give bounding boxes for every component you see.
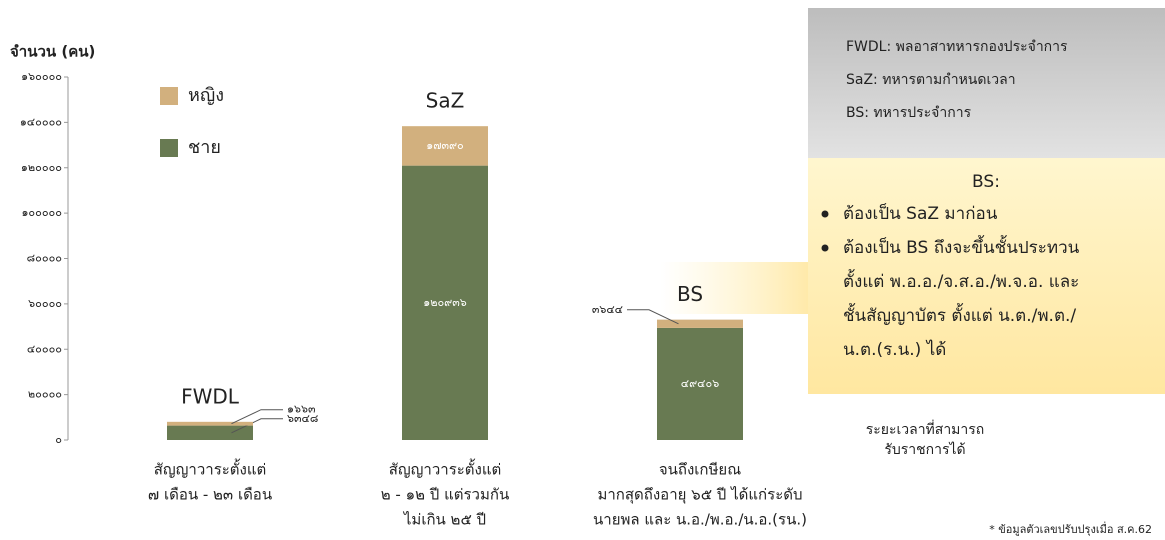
y-axis-label: จำนวน (คน) <box>10 43 95 61</box>
legend-label: ชาย <box>188 137 221 158</box>
value-label: ๑๒๐๙๓๖ <box>423 296 467 309</box>
bullet <box>821 210 829 218</box>
bar-segment <box>657 319 743 328</box>
bar-segment <box>657 327 743 440</box>
bar-segment <box>402 165 488 440</box>
value-label: ๑๗๓๙๐ <box>426 139 464 152</box>
x-tick-label: นายพล และ น.อ./พ.อ./น.อ.(รน.) <box>593 511 807 529</box>
y-tick-label: ๑๐๐๐๐๐ <box>21 206 62 219</box>
bar-name: BS <box>677 282 703 306</box>
definition: SaZ: ทหารตามกำหนดเวลา <box>846 72 1016 88</box>
note-box <box>808 158 1165 394</box>
note-text: ตั้งแต่ พ.อ.อ./จ.ส.อ./พ.จ.อ. และ <box>843 269 1079 292</box>
y-tick-label: ๖๐๐๐๐ <box>28 297 62 310</box>
y-tick-label: ๔๐๐๐๐ <box>27 342 62 355</box>
x-tick-label: ๒ - ๑๒ ปี แต่รวมกัน <box>381 486 509 504</box>
y-tick-label: ๑๒๐๐๐๐ <box>21 161 62 174</box>
bar-segment <box>167 421 253 426</box>
legend-label: หญิง <box>188 85 224 106</box>
definition-box <box>808 8 1165 158</box>
value-label: ๖๓๔๘ <box>287 412 318 425</box>
x-tick-label: ๗ เดือน - ๒๓ เดือน <box>148 486 272 504</box>
x-tick-label: สัญญาวาระตั้งแต่ <box>154 459 267 479</box>
y-tick-label: ๘๐๐๐๐ <box>27 252 62 265</box>
note-title: BS: <box>972 172 1000 192</box>
value-label: ๓๖๔๔ <box>592 303 623 316</box>
note-text: น.ต.(ร.น.) ได้ <box>843 339 946 360</box>
y-tick-label: ๐ <box>55 433 62 446</box>
bullet <box>821 244 829 252</box>
x-tick-label: ไม่เกิน ๒๕ ปี <box>403 511 486 529</box>
note-text: ต้องเป็น BS ถึงจะขึ้นชั้นประทวน <box>843 235 1080 258</box>
definition: BS: ทหารประจำการ <box>846 105 972 121</box>
bar-name: SaZ <box>426 89 465 113</box>
legend-swatch <box>160 87 178 105</box>
callout-band <box>660 262 810 314</box>
note-text: ชั้นสัญญาบัตร ตั้งแต่ น.ต./พ.ต./ <box>843 303 1076 326</box>
note-text: ต้องเป็น SaZ มาก่อน <box>843 202 998 224</box>
bar-name: FWDL <box>181 384 240 408</box>
value-label: ๔๙๔๐๖ <box>681 377 719 390</box>
leader-line <box>627 309 679 325</box>
y-tick-label: ๑๔๐๐๐๐ <box>20 115 62 128</box>
bar-segment <box>402 126 488 166</box>
footnote: * ข้อมูลตัวเลขปรับปรุงเมื่อ ส.ค.62 <box>989 521 1152 536</box>
leader-line <box>231 409 283 425</box>
legend-swatch <box>160 139 178 157</box>
value-label: ๑๖๖๓ <box>287 403 315 416</box>
definition: FWDL: พลอาสาทหารกองประจำการ <box>846 39 1068 55</box>
y-tick-label: ๒๐๐๐๐ <box>28 388 62 401</box>
x-axis-label: ระยะเวลาที่สามารถ <box>866 420 985 438</box>
x-axis-label: รับราชการได้ <box>884 441 965 458</box>
bar-segment <box>167 425 253 440</box>
x-tick-label: จนถึงเกษียณ <box>659 461 741 479</box>
leader-line <box>231 418 283 434</box>
x-tick-label: มากสุดถึงอายุ ๖๕ ปี ได้แก่ระดับ <box>597 486 802 505</box>
x-tick-label: สัญญาวาระตั้งแต่ <box>389 459 502 479</box>
y-tick-label: ๑๖๐๐๐๐ <box>21 70 62 83</box>
